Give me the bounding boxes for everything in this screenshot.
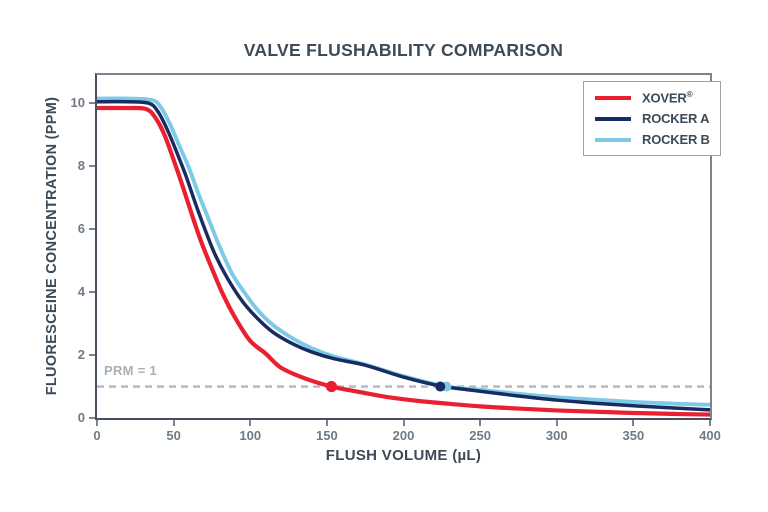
x-tick-label: 250	[469, 428, 491, 443]
rocker-b-curve	[97, 96, 710, 407]
y-tick-mark	[89, 165, 95, 168]
y-tick-label: 4	[77, 284, 85, 300]
xover-curve	[97, 105, 710, 417]
x-tick-mark	[479, 420, 482, 426]
chart-plot-svg	[97, 96, 710, 417]
y-tick-label: 8	[77, 158, 85, 174]
x-tick-mark	[632, 420, 635, 426]
x-tick-label: 150	[316, 428, 338, 443]
legend-item-xover: XOVER®	[595, 87, 710, 108]
legend-label: ROCKER A	[642, 111, 710, 126]
x-tick-label: 200	[392, 428, 415, 443]
x-tick-label: 350	[622, 428, 645, 443]
y-tick-mark	[89, 102, 95, 105]
rocker-a-prm-crossing-marker	[435, 381, 446, 392]
x-tick-label: 300	[545, 428, 568, 443]
y-tick-label: 0	[77, 410, 85, 425]
xover-prm-crossing-marker	[325, 380, 338, 393]
y-tick-label: 10	[70, 95, 85, 111]
legend-item-rocker-b: ROCKER B	[595, 129, 710, 150]
x-tick-label: 100	[239, 428, 262, 443]
y-tick-mark	[89, 228, 95, 231]
x-tick-mark	[325, 420, 328, 426]
y-tick-mark	[89, 417, 95, 419]
rocker-a-curve	[97, 99, 710, 412]
legend-items: XOVER® ROCKER A ROCKER B	[595, 87, 710, 150]
prm-reference-label: PRM = 1	[104, 363, 158, 378]
legend-label: ROCKER B	[642, 132, 710, 147]
legend: XOVER® ROCKER A ROCKER B	[583, 81, 721, 156]
x-tick-mark	[249, 420, 252, 426]
x-tick-mark	[402, 420, 405, 426]
legend-swatch	[595, 116, 631, 121]
y-tick-label: 6	[77, 221, 85, 237]
legend-swatch	[595, 95, 631, 100]
y-tick-label: 2	[77, 347, 85, 363]
x-axis-title: FLUSH VOLUME (µL)	[325, 447, 482, 464]
legend-swatch	[595, 137, 631, 142]
x-tick-mark	[709, 420, 711, 426]
x-tick-mark	[555, 420, 558, 426]
x-tick-mark	[96, 420, 98, 426]
x-tick-label: 50	[166, 428, 181, 443]
y-tick-mark	[89, 291, 95, 294]
legend-label: XOVER®	[642, 89, 693, 106]
chart-title: VALVE FLUSHABILITY COMPARISON	[243, 40, 564, 60]
registered-trademark-symbol: ®	[686, 89, 693, 100]
x-tick-mark	[172, 420, 175, 426]
x-tick-label: 400	[699, 428, 721, 443]
x-tick-label: 0	[93, 428, 101, 443]
y-tick-mark	[89, 354, 95, 357]
legend-item-rocker-a: ROCKER A	[595, 108, 710, 129]
